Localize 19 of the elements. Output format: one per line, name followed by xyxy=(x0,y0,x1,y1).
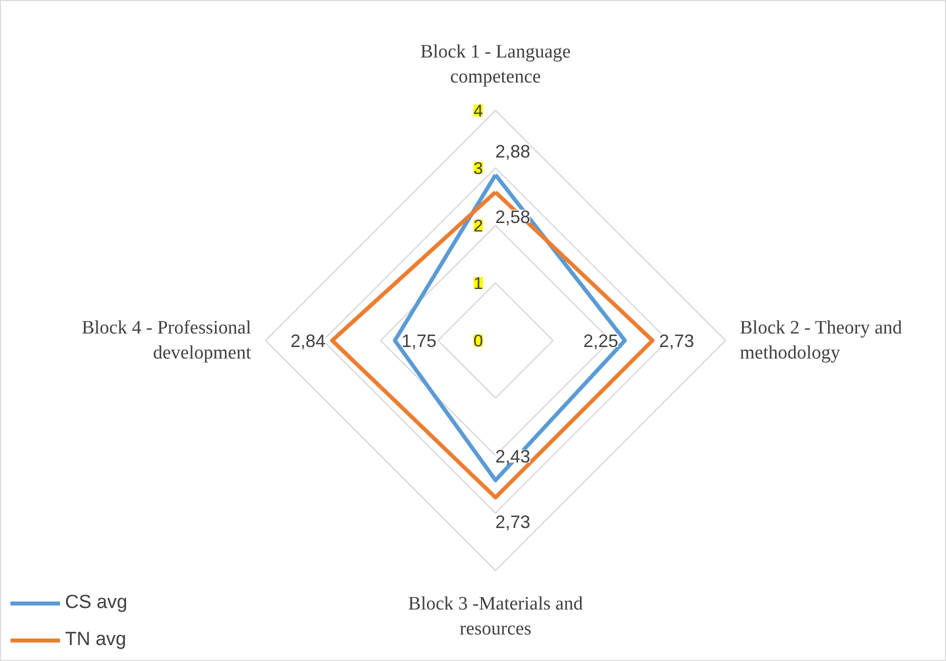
data-label: 1,75 xyxy=(402,331,437,351)
y-tick-label: 4 xyxy=(474,102,483,120)
legend-label: TN avg xyxy=(65,629,126,651)
spoke-label: Block 4 - Professional development xyxy=(82,317,252,364)
data-label: 2,43 xyxy=(495,446,530,467)
y-tick-label: 2 xyxy=(474,216,483,236)
data-label: 2,73 xyxy=(659,331,694,351)
legend-label: CS avg xyxy=(65,592,128,614)
y-tick-label: 0 xyxy=(474,332,483,350)
spoke-label: Block 3 -Materials and resources xyxy=(408,594,584,640)
y-tick-label: 3 xyxy=(474,159,483,178)
data-label: 2,58 xyxy=(495,206,530,227)
data-label: 2,73 xyxy=(495,512,530,532)
spoke-label: Block 1 - Language competence xyxy=(420,41,571,88)
spoke-label: Block 2 - Theory and methodology xyxy=(740,317,903,364)
y-tick-label: 1 xyxy=(474,274,483,293)
data-label: 2,25 xyxy=(583,331,618,351)
data-label: 2,88 xyxy=(495,141,530,162)
data-label: 2,84 xyxy=(290,331,326,351)
